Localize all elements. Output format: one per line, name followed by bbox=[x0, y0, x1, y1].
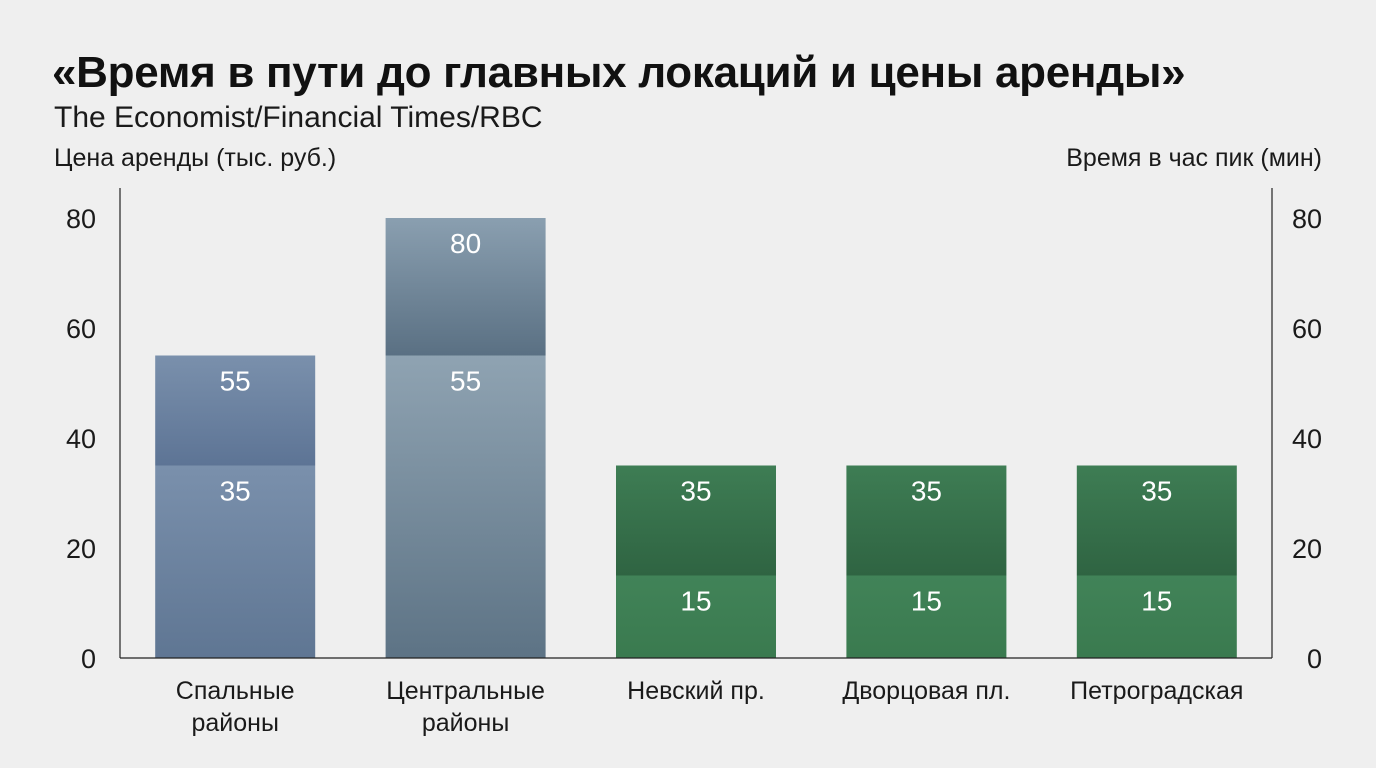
data-label-inner-5: 15 bbox=[1141, 586, 1172, 617]
right-tick-label-60: 60 bbox=[1292, 314, 1322, 344]
right-tick-label-80: 80 bbox=[1292, 204, 1322, 234]
category-label-2: Центральные районы bbox=[386, 677, 545, 737]
data-label-inner-2: 55 bbox=[450, 366, 481, 397]
data-label-total-2: 80 bbox=[450, 228, 481, 259]
category-label-4: Дворцовая пл. bbox=[842, 677, 1010, 705]
left-tick-label-40: 40 bbox=[66, 424, 96, 454]
bar-segment-upper-2 bbox=[385, 218, 546, 356]
data-label-total-1: 55 bbox=[220, 366, 251, 397]
bar-segment-upper-1 bbox=[155, 355, 316, 466]
bar-segment-lower-4 bbox=[846, 575, 1007, 658]
data-label-inner-4: 15 bbox=[911, 586, 942, 617]
labels-layer: 55 35 Спальные районы 80 55 Центральные районы 3… bbox=[66, 204, 1322, 737]
bars-layer bbox=[155, 218, 1237, 658]
right-axis-title: Время в час пик (мин) bbox=[1066, 144, 1322, 172]
right-tick-label-0: 0 bbox=[1307, 644, 1322, 674]
data-label-total-4: 35 bbox=[911, 476, 942, 507]
category-label-3: Невский пр. bbox=[627, 677, 765, 705]
left-tick-label-60: 60 bbox=[66, 314, 96, 344]
axes-layer bbox=[119, 188, 1273, 659]
bar-segment-lower-3 bbox=[616, 575, 776, 658]
data-label-inner-1: 35 bbox=[220, 476, 251, 507]
bar-segment-lower-1 bbox=[155, 465, 316, 658]
category-label-5: Петроградская bbox=[1070, 677, 1243, 705]
bar-segment-lower-5 bbox=[1076, 575, 1237, 658]
chart-subtitle: The Economist/Financial Times/RBC bbox=[54, 101, 543, 134]
left-tick-label-20: 20 bbox=[66, 534, 96, 564]
right-tick-label-20: 20 bbox=[1292, 534, 1322, 564]
left-axis-title: Цена аренды (тыс. руб.) bbox=[54, 144, 337, 172]
left-tick-label-0: 0 bbox=[81, 644, 96, 674]
category-label-1: Спальные районы bbox=[176, 677, 295, 737]
bar-segment-upper-4 bbox=[846, 465, 1007, 576]
bar-segment-lower-2 bbox=[385, 355, 546, 658]
right-tick-label-40: 40 bbox=[1292, 424, 1322, 454]
bar-segment-upper-5 bbox=[1076, 465, 1237, 576]
data-label-total-3: 35 bbox=[680, 476, 711, 507]
bar-segment-upper-3 bbox=[616, 465, 776, 576]
data-label-inner-3: 15 bbox=[680, 586, 711, 617]
chart-title: «Время в пути до главных локаций и цены … bbox=[52, 48, 1186, 97]
left-tick-label-80: 80 bbox=[66, 204, 96, 234]
data-label-total-5: 35 bbox=[1141, 476, 1172, 507]
